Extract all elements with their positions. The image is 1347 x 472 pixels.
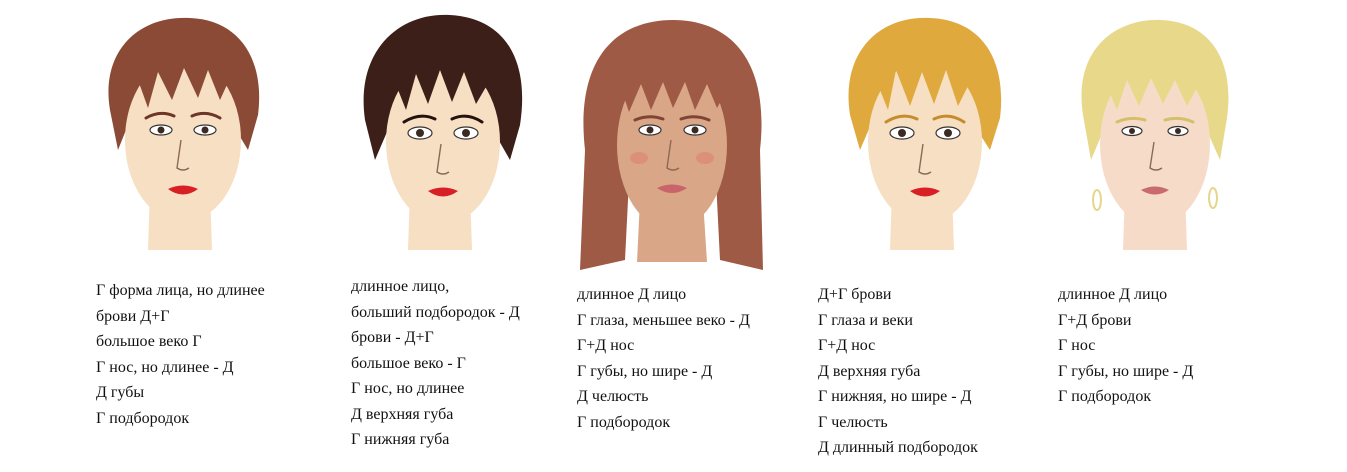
caption-2-line: больший подбородок - Д xyxy=(351,303,520,321)
portrait-5-lips xyxy=(1141,186,1169,195)
portrait-4-fringe xyxy=(864,34,988,122)
portrait-1-left-pupil xyxy=(157,126,165,134)
caption-2: длинное лицо, больший подбородок - Д бро… xyxy=(351,274,520,453)
portrait-2-face xyxy=(386,60,500,224)
portrait-2-right-brow xyxy=(450,114,484,124)
caption-3-line: Г глаза, меньшее веко - Д xyxy=(577,311,750,329)
caption-4-line: Г глаза и веки xyxy=(818,311,913,329)
caption-1-line: Г форма лица, но длинее xyxy=(96,282,265,299)
caption-3-line: Г губы, но шире - Д xyxy=(577,362,713,380)
caption-3-line: Д челюсть xyxy=(577,388,649,405)
caption-2-line: Г нос, но длинее xyxy=(351,380,465,397)
portrait-5-right-brow xyxy=(1163,116,1195,124)
caption-5-line: Г губы, но шире - Д xyxy=(1058,362,1194,380)
portrait-5 xyxy=(1055,0,1255,260)
caption-4: Д+Г брови Г глаза и веки Г+Д нос Д верхн… xyxy=(818,282,978,461)
caption-1-line: Г подбородок xyxy=(96,409,190,427)
portrait-5-right-pupil xyxy=(1175,128,1181,134)
caption-4-line: Г нижняя, но шире - Д xyxy=(818,388,972,405)
portrait-3-nose xyxy=(666,139,680,171)
portrait-3 xyxy=(565,0,780,275)
portrait-1-nose xyxy=(176,139,190,171)
caption-4-line: Г челюсть xyxy=(818,413,888,431)
portrait-2-left-brow xyxy=(402,114,437,124)
caption-5: длинное Д лицо Г+Д брови Г нос Г губы, н… xyxy=(1058,282,1193,410)
portrait-5-right-earring xyxy=(1208,187,1218,209)
portrait-1 xyxy=(80,0,280,260)
portrait-2-fringe xyxy=(382,32,506,120)
portrait-2-right-pupil xyxy=(462,129,470,137)
portrait-2-nose xyxy=(436,143,450,175)
caption-4-line: Д+Г брови xyxy=(818,286,892,303)
portrait-3-right-pupil xyxy=(691,126,699,134)
portrait-4-lips xyxy=(910,187,940,197)
portrait-1-face xyxy=(125,58,241,222)
caption-2-line: брови - Д+Г xyxy=(351,329,434,346)
caption-1-line: Г нос, но длинее - Д xyxy=(96,358,234,376)
portrait-2-left-pupil xyxy=(416,129,424,137)
caption-3-line: длинное Д лицо xyxy=(577,286,687,303)
portrait-4 xyxy=(822,0,1022,260)
caption-1-line: большое веко Г xyxy=(96,333,202,350)
portrait-5-fringe xyxy=(1097,36,1214,116)
portrait-3-right-brow xyxy=(679,115,711,122)
caption-4-line: Д длинный подбородок xyxy=(818,439,978,456)
portrait-4-right-pupil xyxy=(944,129,952,137)
portrait-3-left-cheek xyxy=(630,152,648,164)
portrait-3-left-pupil xyxy=(646,126,654,134)
portrait-4-nose xyxy=(918,143,932,175)
portrait-4-left-pupil xyxy=(898,129,906,137)
portrait-4-face xyxy=(868,60,982,224)
portrait-1-right-pupil xyxy=(201,126,209,134)
portrait-2-lips xyxy=(428,187,458,197)
caption-3-line: Г подбородок xyxy=(577,413,671,431)
caption-5-line: Г нос xyxy=(1058,337,1096,354)
caption-2-line: большое веко - Г xyxy=(351,354,466,372)
caption-3-line: Г+Д нос xyxy=(577,337,635,354)
portrait-1-right-brow xyxy=(190,111,222,120)
portrait-3-fringe xyxy=(612,38,734,112)
portrait-1-lips xyxy=(168,185,198,195)
portrait-4-left-brow xyxy=(884,114,919,124)
portrait-3-right-cheek xyxy=(696,152,714,164)
portrait-3-left-brow xyxy=(633,115,665,122)
portrait-4-right-brow xyxy=(932,114,966,124)
caption-3: длинное Д лицо Г глаза, меньшее веко - Д… xyxy=(577,282,750,435)
caption-5-line: Г+Д брови xyxy=(1058,311,1132,329)
portrait-1-left-brow xyxy=(144,111,176,120)
portrait-5-left-brow xyxy=(1115,116,1147,124)
portrait-3-lips xyxy=(657,184,687,193)
portrait-3-face xyxy=(617,60,727,230)
portrait-5-left-earring xyxy=(1092,189,1102,211)
portrait-5-face xyxy=(1100,62,1210,226)
caption-1-line: брови Д+Г xyxy=(96,307,170,325)
caption-2-line: Д верхняя губа xyxy=(351,405,454,423)
caption-5-line: Г подбородок xyxy=(1058,388,1152,405)
caption-1: Г форма лица, но длинее брови Д+Г большо… xyxy=(96,278,265,431)
caption-5-line: длинное Д лицо xyxy=(1058,286,1168,303)
portrait-1-fringe xyxy=(124,35,245,118)
portrait-2 xyxy=(340,0,540,260)
portrait-5-nose xyxy=(1149,141,1163,171)
caption-2-line: Г нижняя губа xyxy=(351,431,450,448)
caption-2-line: длинное лицо, xyxy=(351,278,450,295)
caption-1-line: Д губы xyxy=(96,384,145,401)
caption-4-line: Г+Д нос xyxy=(818,337,876,354)
portrait-5-left-pupil xyxy=(1129,128,1135,134)
caption-4-line: Д верхняя губа xyxy=(818,362,921,380)
